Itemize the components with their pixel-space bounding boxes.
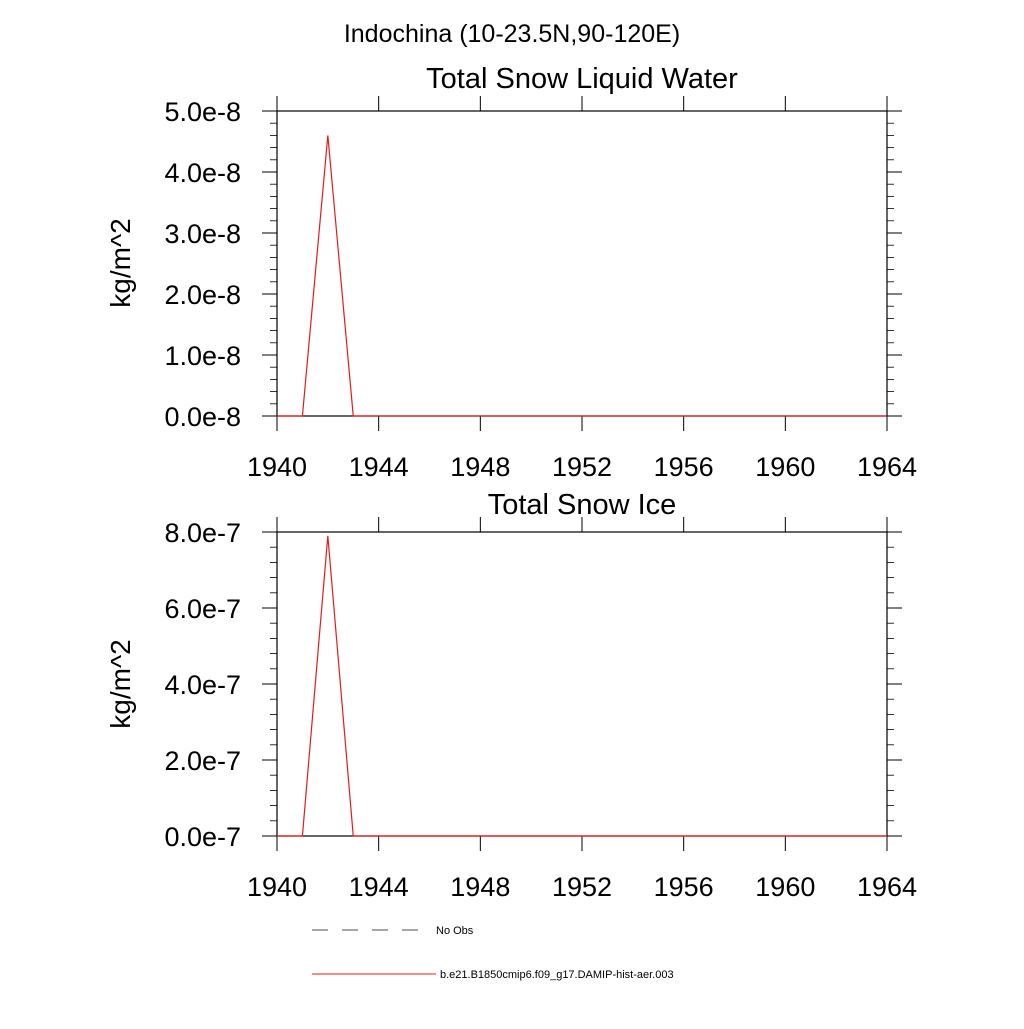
x-tick-label: 1948 <box>450 452 510 482</box>
y-tick-label: 6.0e-7 <box>164 594 241 624</box>
x-tick-label: 1944 <box>349 872 409 902</box>
legend-label-no-obs: No Obs <box>436 925 474 937</box>
x-tick-label: 1952 <box>552 452 612 482</box>
y-axis-label: kg/m^2 <box>105 639 136 728</box>
chart-panel-snow-liquid-water: Total Snow Liquid Water 1940 1944 1948 1952 1… <box>105 63 917 482</box>
x-tick-label: 1944 <box>349 452 409 482</box>
y-tick-label: 0.0e-8 <box>164 402 241 432</box>
x-tick-label: 1948 <box>450 872 510 902</box>
y-axis-label: kg/m^2 <box>105 218 136 307</box>
y-tick-label: 4.0e-8 <box>164 158 241 188</box>
legend-label-model: b.e21.B1850cmip6.f09_g17.DAMIP-hist-aer.… <box>440 969 674 981</box>
x-tick-label: 1956 <box>654 872 714 902</box>
y-tick-label: 4.0e-7 <box>164 670 241 700</box>
chart-panel-snow-ice: Total Snow Ice 1940 1944 1948 1952 1956 1960 19… <box>105 489 917 902</box>
plot-frame <box>276 110 888 417</box>
plot-frame <box>276 531 888 837</box>
series-line-0 <box>277 135 887 417</box>
x-tick-label: 1960 <box>755 452 815 482</box>
x-tick-label: 1940 <box>247 872 307 902</box>
panel-title: Total Snow Liquid Water <box>426 63 738 95</box>
y-tick-label: 3.0e-8 <box>164 219 241 249</box>
y-tick-label: 2.0e-8 <box>164 280 241 310</box>
y-tick-label: 5.0e-8 <box>164 97 241 127</box>
y-tick-label: 0.0e-7 <box>164 822 241 852</box>
x-tick-label: 1960 <box>755 872 815 902</box>
panel-title: Total Snow Ice <box>488 489 677 521</box>
legend: No Obs b.e21.B1850cmip6.f09_g17.DAMIP-hi… <box>312 925 674 981</box>
series-line-0 <box>277 535 887 837</box>
y-tick-label: 2.0e-7 <box>164 746 241 776</box>
y-tick-label: 8.0e-7 <box>164 518 241 548</box>
figure-title: Indochina (10-23.5N,90-120E) <box>344 20 680 48</box>
x-tick-label: 1940 <box>247 452 307 482</box>
x-tick-label: 1956 <box>654 452 714 482</box>
y-tick-label: 1.0e-8 <box>164 341 241 371</box>
x-tick-label: 1964 <box>857 872 917 902</box>
x-tick-label: 1964 <box>857 452 917 482</box>
x-tick-label: 1952 <box>552 872 612 902</box>
